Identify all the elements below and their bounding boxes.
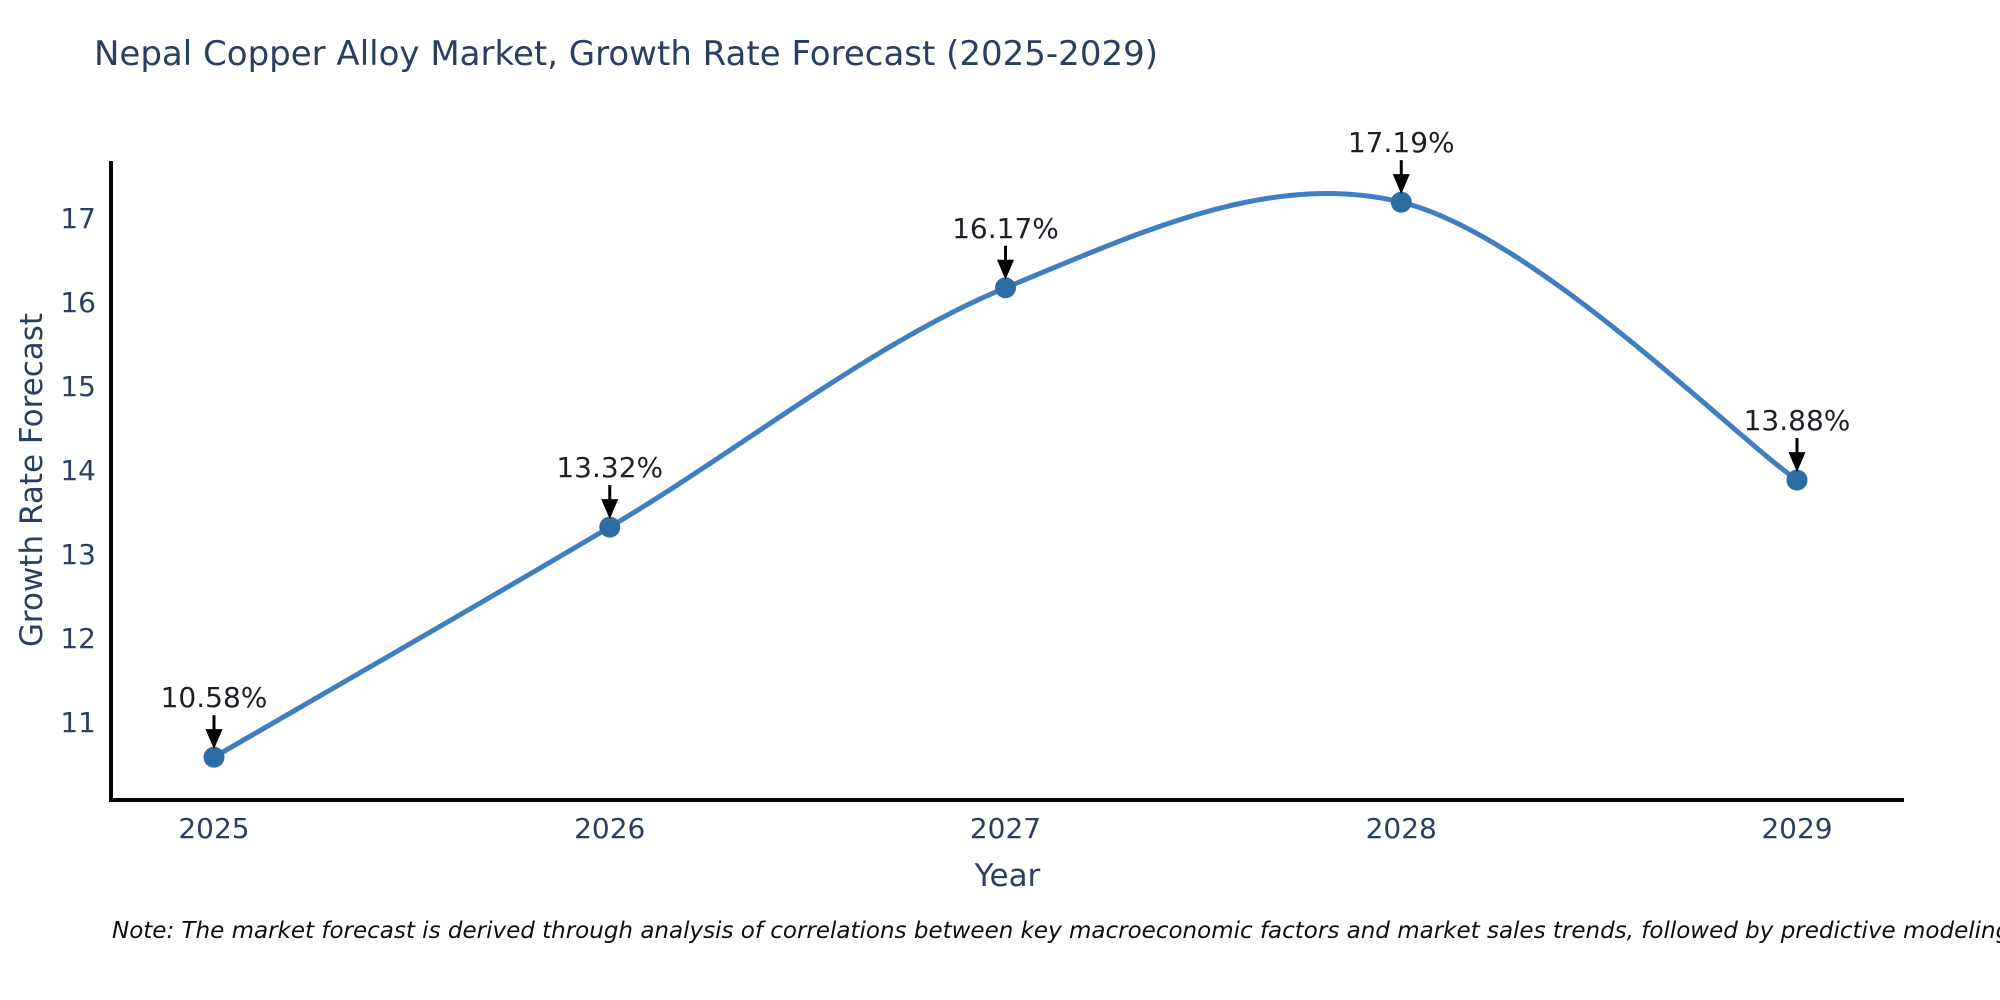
data-point-marker[interactable] xyxy=(1390,191,1412,213)
point-label: 17.19% xyxy=(1348,126,1455,159)
y-tick-label: 13 xyxy=(60,538,96,571)
x-axis-title: Year xyxy=(974,858,1041,894)
x-tick-label: 2027 xyxy=(970,812,1041,845)
point-label: 13.32% xyxy=(556,451,663,484)
x-tick-label: 2029 xyxy=(1761,812,1832,845)
data-point-marker[interactable] xyxy=(995,277,1016,299)
y-tick-label: 12 xyxy=(60,622,96,655)
y-tick-label: 11 xyxy=(60,706,96,739)
data-point-marker[interactable] xyxy=(1786,469,1808,491)
data-point-marker[interactable] xyxy=(599,516,621,538)
point-label: 13.88% xyxy=(1744,404,1851,437)
y-tick-label: 15 xyxy=(60,370,96,403)
annotation-arrowhead xyxy=(997,259,1014,280)
y-tick-label: 17 xyxy=(60,202,96,235)
annotation-arrowhead xyxy=(205,729,223,750)
x-tick-label: 2025 xyxy=(178,812,249,845)
annotation-arrowhead xyxy=(601,499,619,520)
data-point-marker[interactable] xyxy=(203,746,225,768)
x-tick-label: 2026 xyxy=(574,812,645,845)
point-label: 10.58% xyxy=(161,681,268,714)
footnote: Note: The market forecast is derived thr… xyxy=(112,918,2000,944)
point-label: 16.17% xyxy=(952,212,1059,245)
annotation-arrowhead xyxy=(1788,452,1806,473)
chart-title: Nepal Copper Alloy Market, Growth Rate F… xyxy=(94,34,1158,74)
x-tick-label: 2028 xyxy=(1366,812,1437,845)
annotation-arrowhead xyxy=(1392,174,1410,195)
y-tick-label: 16 xyxy=(60,286,96,319)
y-tick-label: 14 xyxy=(60,454,96,487)
